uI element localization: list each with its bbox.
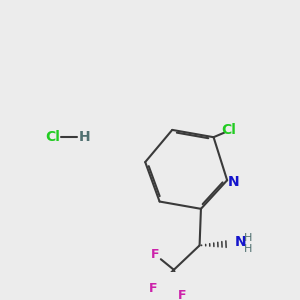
Text: F: F	[178, 289, 186, 300]
Text: Cl: Cl	[45, 130, 60, 144]
Text: F: F	[149, 282, 158, 295]
Text: H: H	[79, 130, 91, 144]
Text: H: H	[244, 244, 253, 254]
Text: N: N	[235, 235, 246, 249]
Text: Cl: Cl	[221, 123, 236, 137]
Text: H: H	[244, 233, 253, 243]
Text: N: N	[227, 175, 239, 189]
Text: F: F	[151, 248, 159, 261]
